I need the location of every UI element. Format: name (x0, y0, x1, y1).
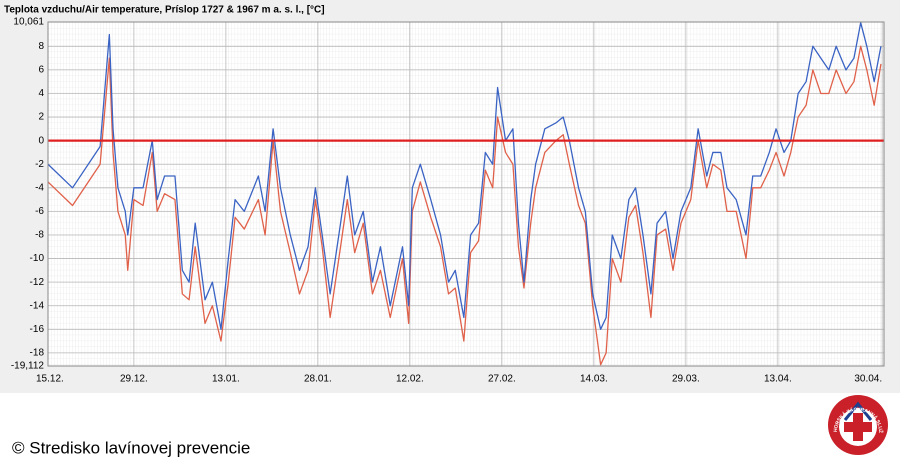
logo-peak (843, 401, 873, 421)
y-tick-label: -10 (30, 253, 45, 264)
x-tick-label: 13.01. (212, 374, 240, 385)
y-tick-label: -8 (35, 230, 44, 241)
chart-title: Teplota vzduchu/Air temperature, Príslop… (4, 5, 325, 16)
series-line (47, 45, 882, 366)
y-tick-label: -6 (35, 206, 44, 217)
x-tick-label: 29.12. (120, 374, 148, 385)
y-tick-label: -4 (35, 182, 44, 193)
credit: © Stredisko lavínovej prevencie (12, 438, 250, 457)
y-tick-label: 4 (38, 88, 44, 99)
y-tick-label: -18 (30, 348, 45, 359)
y-tick-label: -2 (35, 159, 44, 170)
x-tick-label: 13.04. (764, 374, 792, 385)
x-tick-label: 27.02. (488, 374, 516, 385)
x-tick-label: 29.03. (672, 374, 700, 385)
y-tick-label: 10,061 (13, 17, 44, 28)
y-tick-label: 8 (38, 41, 44, 52)
x-tick-label: 14.03. (580, 374, 608, 385)
x-tick-label: 15.12. (36, 374, 64, 385)
y-tick-label: -14 (30, 300, 45, 311)
y-tick-label: -16 (30, 324, 45, 335)
y-tick-label: -19,112 (11, 361, 45, 372)
logo-cross (844, 413, 872, 441)
plot-frame (47, 21, 885, 367)
x-tick-label: 12.02. (396, 374, 424, 385)
x-tick-label: 30.04. (854, 374, 882, 385)
y-tick-label: 2 (38, 112, 44, 123)
y-tick-label: -12 (30, 277, 45, 288)
series-line (47, 22, 882, 330)
y-tick-label: 6 (38, 65, 44, 76)
y-tick-label: 0 (38, 135, 44, 146)
x-tick-label: 28.01. (304, 374, 332, 385)
